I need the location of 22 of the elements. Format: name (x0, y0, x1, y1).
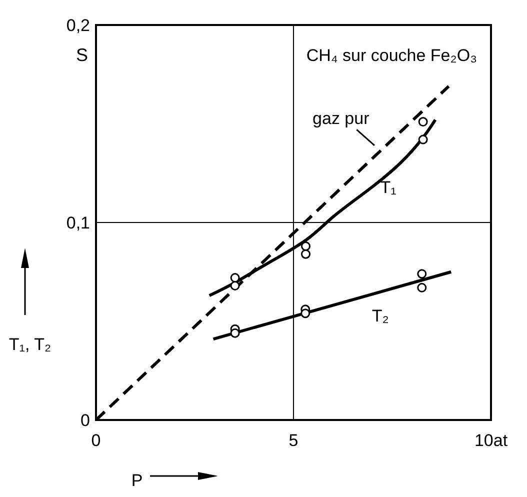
x-tick-label: 10at (474, 431, 508, 450)
y-tick-label: 0,2 (66, 16, 90, 35)
x-axis-title: P (131, 471, 143, 490)
point (230, 280, 240, 290)
y-tick-label: 0 (80, 411, 90, 430)
annotation: T₂ (372, 306, 389, 326)
annotation: gaz pur (312, 108, 370, 128)
point (418, 117, 428, 127)
point (300, 308, 310, 318)
x-tick-label: 5 (288, 431, 298, 450)
text: S (76, 45, 88, 65)
y-axis-title: T₁, T₂ (8, 335, 52, 354)
point (417, 282, 427, 292)
point (300, 249, 310, 259)
point (300, 241, 310, 251)
point (230, 273, 240, 283)
y-tick-label: 0,1 (66, 214, 90, 232)
point (417, 269, 427, 279)
point (418, 134, 428, 144)
point (230, 328, 240, 338)
annotation: T₁ (380, 178, 397, 197)
annotation: CH₄ sur couche Fe₂O₃ (306, 46, 477, 65)
